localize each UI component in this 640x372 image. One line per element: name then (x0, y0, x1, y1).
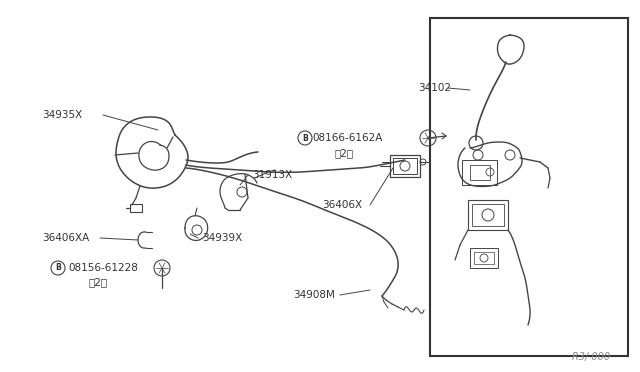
Bar (390, 155, 420, 177)
Bar (470, 165, 490, 180)
Text: （2）: （2） (88, 277, 107, 287)
Text: 31913X: 31913X (252, 170, 292, 180)
Bar (430, 18, 628, 356)
Bar (470, 248, 498, 268)
Text: 34908M: 34908M (293, 290, 335, 300)
Bar (474, 252, 494, 264)
Text: 08156-61228: 08156-61228 (68, 263, 138, 273)
Text: 36406XA: 36406XA (42, 233, 89, 243)
Text: 〈2〉: 〈2〉 (335, 148, 354, 158)
Bar (130, 204, 142, 212)
Text: B: B (302, 134, 308, 142)
Bar (393, 158, 417, 174)
Text: B: B (55, 263, 61, 273)
Text: 08166-6162A: 08166-6162A (312, 133, 382, 143)
Bar (472, 204, 504, 226)
Bar (462, 160, 497, 185)
Text: R3/ 000: R3/ 000 (572, 352, 610, 362)
Text: 34935X: 34935X (42, 110, 83, 120)
Text: 36406X: 36406X (322, 200, 362, 210)
Text: 34102: 34102 (418, 83, 451, 93)
Text: 34939X: 34939X (202, 233, 243, 243)
Bar (468, 200, 508, 230)
